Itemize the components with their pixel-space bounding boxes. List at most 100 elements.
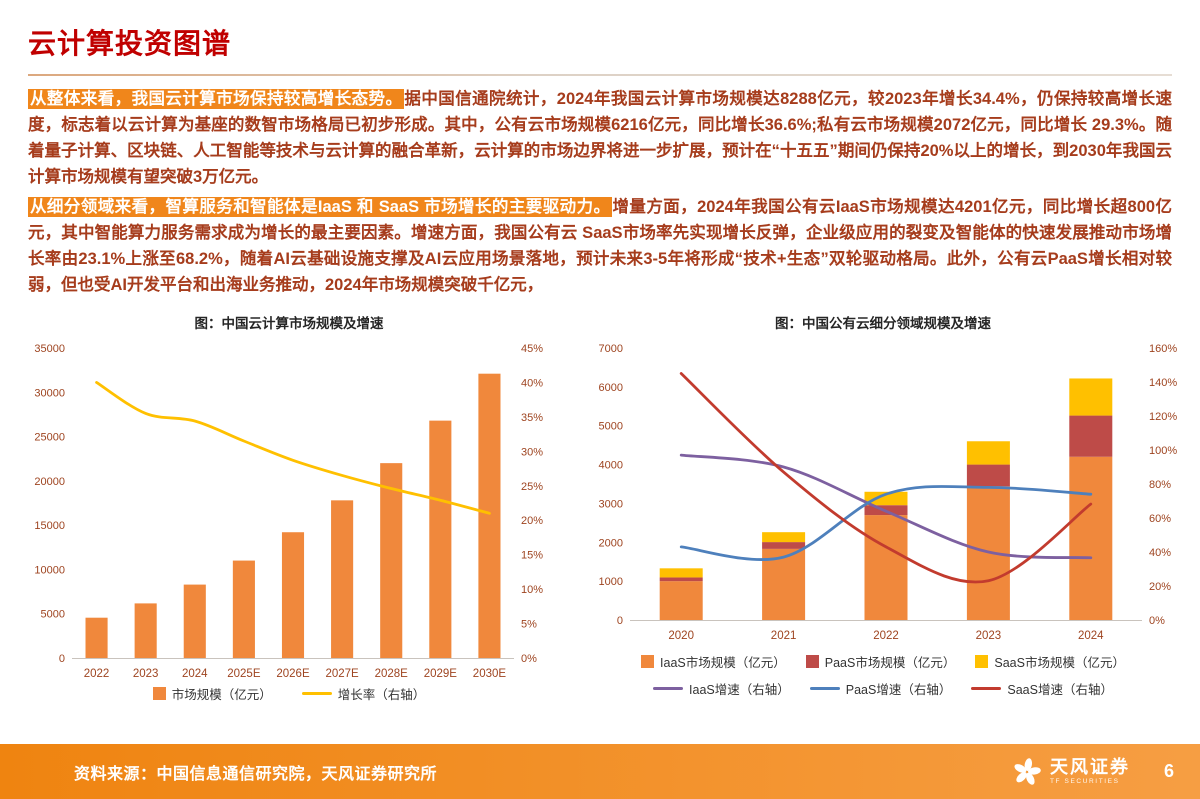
- legend-label: SaaS市场规模（亿元）: [994, 656, 1125, 670]
- right-axis-tick-label: 40%: [521, 377, 543, 389]
- footer-bar: 资料来源：中国信息通信研究院，天风证券研究所 天风证券 TF SECURITIE…: [0, 744, 1200, 799]
- right-axis-tick-label: 5%: [521, 619, 537, 631]
- trend-line: [679, 453, 1093, 560]
- legend-item-paas-growth: PaaS增速（右轴）: [809, 679, 952, 698]
- paragraph-overall: 从整体来看，我国云计算市场保持较高增长态势。 据中国信通院统计，2024年我国云计…: [28, 86, 1172, 190]
- logo-text-block: 天风证券 TF SECURITIES: [1050, 758, 1130, 786]
- category-label: 2026E: [276, 668, 310, 680]
- right-axis-tick-label: 20%: [1149, 581, 1171, 593]
- left-axis-tick-label: 25000: [34, 432, 65, 444]
- category-label: 2029E: [424, 668, 458, 680]
- footer-right: 天风证券 TF SECURITIES 6: [1012, 757, 1174, 787]
- public-cloud-segments-chart: 0 1000 2000 3000 4000 5000 6000 7000 0% 20% 40% 60%…: [599, 343, 1178, 642]
- left-axis-tick-label: 4000: [599, 460, 623, 472]
- bar-segment: [659, 577, 703, 582]
- left-axis-tick-label: 0: [617, 615, 623, 627]
- category-label: 2024: [1078, 630, 1104, 642]
- category-label: 2021: [771, 630, 797, 642]
- right-axis-tick-label: 120%: [1149, 411, 1177, 423]
- category-label: 2025E: [227, 668, 261, 680]
- body-text-section: 从整体来看，我国云计算市场保持较高增长态势。 据中国信通院统计，2024年我国云计…: [0, 76, 1200, 298]
- legend-label: 增长率（右轴）: [337, 688, 426, 702]
- legend-label: 市场规模（亿元）: [171, 688, 272, 702]
- right-axis-tick-label: 140%: [1149, 377, 1177, 389]
- line-swatch-icon: [971, 686, 1002, 691]
- legend-item-paas-size: PaaS市场规模（亿元）: [805, 652, 956, 671]
- header-divider: [28, 74, 1172, 76]
- left-chart-legend: 市场规模（亿元） 增长率（右轴）: [152, 684, 426, 703]
- right-axis-tick-label: 30%: [521, 446, 543, 458]
- category-label: 2023: [976, 630, 1002, 642]
- legend-item-saas-size: SaaS市场规模（亿元）: [975, 652, 1125, 671]
- bar-segment: [762, 532, 806, 543]
- bar-segment: [85, 617, 108, 658]
- right-axis-tick-label: 0%: [521, 653, 537, 665]
- bar-segment: [331, 500, 354, 658]
- right-axis-tick-label: 15%: [521, 550, 543, 562]
- bar-swatch-icon: [975, 655, 989, 668]
- left-axis-tick-label: 30000: [34, 387, 65, 399]
- category-label: 2023: [133, 668, 159, 680]
- right-axis-tick-label: 10%: [521, 584, 543, 596]
- paragraph-segments: 从细分领域来看，智算服务和智能体是IaaS 和 SaaS 市场增长的主要驱动力。…: [28, 194, 1172, 298]
- legend-label: PaaS增速（右轴）: [845, 683, 952, 697]
- right-chart-legend-row-sizes: IaaS市场规模（亿元） PaaS市场规模（亿元） SaaS市场规模（亿元）: [641, 652, 1125, 671]
- cloud-market-chart-block: 图：中国云计算市场规模及增速 0 5000 10000 15000 20000 25000…: [14, 312, 564, 703]
- legend-item-saas-growth: SaaS增速（右轴）: [971, 679, 1113, 698]
- right-axis-tick-label: 80%: [1149, 479, 1171, 491]
- right-chart-legend: IaaS市场规模（亿元） PaaS市场规模（亿元） SaaS市场规模（亿元） I…: [641, 652, 1125, 698]
- bar-segment: [478, 373, 501, 658]
- bar-segment: [134, 603, 157, 658]
- header: 云计算投资图谱: [0, 0, 1200, 76]
- bar-segment: [966, 464, 1010, 487]
- right-chart-legend-row-growth: IaaS增速（右轴） PaaS增速（右轴） SaaS增速（右轴）: [641, 679, 1125, 698]
- legend-label: SaaS增速（右轴）: [1007, 683, 1113, 697]
- category-label: 2030E: [473, 668, 507, 680]
- left-axis-tick-label: 15000: [34, 520, 65, 532]
- bar-segment: [659, 568, 703, 578]
- right-axis-tick-label: 0%: [1149, 615, 1165, 627]
- legend-label: PaaS市场规模（亿元）: [824, 656, 956, 670]
- line-swatch-icon: [301, 691, 332, 696]
- bar-segment: [183, 584, 206, 658]
- bar-segment: [659, 581, 703, 620]
- bar-segment: [864, 515, 908, 620]
- right-axis-tick-label: 160%: [1149, 343, 1177, 355]
- bar-segment: [1069, 378, 1113, 416]
- paragraph-overall-body: 据中国信通院统计，2024年我国云计算市场规模达8288亿元，较2023年增长3…: [28, 90, 1173, 186]
- left-axis-tick-label: 2000: [599, 537, 623, 549]
- bar-segment: [281, 532, 305, 658]
- category-label: 2024: [182, 668, 208, 680]
- left-axis-tick-label: 10000: [34, 564, 65, 576]
- legend-item-market-size: 市场规模（亿元）: [152, 684, 272, 703]
- tf-securities-logo: 天风证券 TF SECURITIES: [1012, 757, 1130, 787]
- left-axis-tick-label: 5000: [41, 609, 65, 621]
- right-axis-tick-label: 40%: [1149, 547, 1171, 559]
- category-label: 2022: [873, 630, 899, 642]
- left-axis-tick-label: 5000: [599, 421, 623, 433]
- bar-swatch-icon: [805, 655, 819, 668]
- right-axis-tick-label: 20%: [521, 515, 543, 527]
- right-axis-tick-label: 35%: [521, 412, 543, 424]
- public-cloud-segments-chart-block: 图：中国公有云细分领域规模及增速 0 1000 2000 3000 4000 5000 60…: [578, 312, 1188, 698]
- bar-segment: [232, 560, 255, 658]
- category-label: 2022: [84, 668, 110, 680]
- legend-item-iaas-growth: IaaS增速（右轴）: [653, 679, 790, 698]
- logo-name: 天风证券: [1049, 756, 1130, 777]
- page-title: 云计算投资图谱: [28, 28, 232, 59]
- left-chart-title: 图：中国云计算市场规模及增速: [194, 316, 384, 331]
- bar-segment: [1069, 456, 1113, 620]
- charts-row: 图：中国云计算市场规模及增速 0 5000 10000 15000 20000 25000…: [0, 302, 1200, 703]
- legend-label: IaaS增速（右轴）: [689, 683, 790, 697]
- bar-segment: [864, 491, 908, 506]
- logo-subtext: TF SECURITIES: [1049, 777, 1120, 785]
- bar-segment: [380, 463, 403, 658]
- bar-swatch-icon: [641, 655, 655, 668]
- right-axis-tick-label: 45%: [521, 343, 543, 355]
- category-label: 2027E: [325, 668, 359, 680]
- line-swatch-icon: [653, 686, 684, 691]
- right-axis-tick-label: 60%: [1149, 513, 1171, 525]
- paragraph-segments-body: 增量方面，2024年我国公有云IaaS市场规模达4201亿元，同比增长超800亿…: [28, 198, 1172, 294]
- right-axis-tick-label: 25%: [521, 481, 543, 493]
